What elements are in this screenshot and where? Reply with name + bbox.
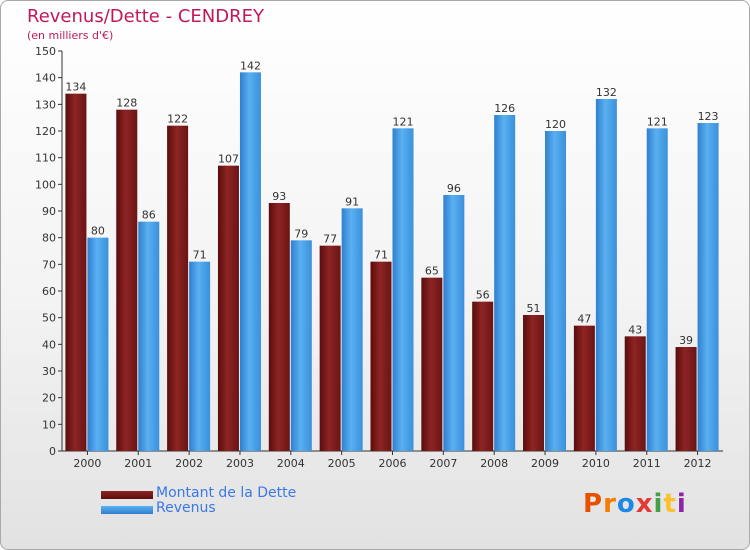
bar-dette <box>116 109 138 452</box>
data-label: 43 <box>628 323 642 336</box>
bar-dette <box>472 301 494 451</box>
logo-letter: x <box>635 489 654 519</box>
data-label: 96 <box>447 182 461 195</box>
logo-letter: o <box>616 489 636 519</box>
bar-revenus <box>87 237 109 451</box>
y-tick-label: 50 <box>42 312 56 325</box>
bar-revenus <box>545 131 567 451</box>
data-label: 65 <box>425 265 439 278</box>
proxiti-logo: Proxiti <box>583 489 687 519</box>
y-tick-label: 10 <box>42 418 56 431</box>
bar-revenus <box>239 72 261 451</box>
bar-revenus <box>494 115 516 451</box>
bar-dette <box>268 203 290 451</box>
bar-dette <box>675 347 697 451</box>
legend-label-revenus: Revenus <box>156 500 216 516</box>
data-label: 122 <box>167 113 188 126</box>
data-label: 39 <box>679 334 693 347</box>
data-label: 121 <box>393 115 414 128</box>
legend-swatch-dette <box>101 491 153 499</box>
bar-revenus <box>138 221 160 451</box>
legend-label-dette: Montant de la Dette <box>156 485 297 501</box>
logo-letter: i <box>653 489 664 519</box>
y-tick-label: 40 <box>42 338 56 351</box>
x-tick-label: 2000 <box>73 457 101 470</box>
data-label: 91 <box>345 195 359 208</box>
bar-revenus <box>646 128 668 451</box>
bar-dette <box>523 315 545 451</box>
bar-dette <box>421 277 443 451</box>
chart-title: Revenus/Dette - CENDREY <box>27 6 264 27</box>
bar-revenus <box>697 123 719 451</box>
data-label: 47 <box>577 313 591 326</box>
bar-revenus <box>443 195 465 451</box>
bar-dette <box>319 245 341 451</box>
y-tick-label: 100 <box>35 178 56 191</box>
logo-letter: r <box>603 489 617 519</box>
y-tick-label: 60 <box>42 285 56 298</box>
x-tick-label: 2003 <box>226 457 254 470</box>
y-tick-label: 20 <box>42 392 56 405</box>
bar-dette <box>217 165 239 451</box>
bar-dette <box>573 325 595 451</box>
data-label: 142 <box>240 59 261 72</box>
y-tick-label: 70 <box>42 258 56 271</box>
x-tick-label: 2001 <box>124 457 152 470</box>
data-label: 107 <box>218 153 239 166</box>
chart-subtitle: (en milliers d'€) <box>27 29 114 42</box>
data-label: 93 <box>272 190 286 203</box>
x-tick-label: 2011 <box>633 457 661 470</box>
data-label: 79 <box>294 227 308 240</box>
x-tick-label: 2010 <box>582 457 610 470</box>
logo-letter: t <box>663 489 677 519</box>
y-tick-label: 120 <box>35 125 56 138</box>
y-tick-label: 110 <box>35 152 56 165</box>
data-label: 56 <box>476 289 490 302</box>
logo-letter: P <box>583 489 604 519</box>
data-label: 126 <box>494 102 515 115</box>
bar-revenus <box>341 208 363 451</box>
legend-swatch-revenus <box>101 506 153 514</box>
data-labels: 134 80 128 86 122 71 107 142 93 79 77 91 71 121 65 96 56… <box>65 59 718 347</box>
data-label: 134 <box>65 81 86 94</box>
bar-dette <box>624 336 646 451</box>
y-tick-label: 0 <box>49 445 56 458</box>
bar-dette <box>167 125 189 452</box>
y-tick-label: 30 <box>42 365 56 378</box>
data-label: 86 <box>142 209 156 222</box>
data-label: 121 <box>647 115 668 128</box>
y-tick-label: 130 <box>35 98 56 111</box>
x-tick-label: 2004 <box>277 457 305 470</box>
data-label: 51 <box>527 302 541 315</box>
bars <box>65 72 719 452</box>
x-tick-label: 2012 <box>684 457 712 470</box>
data-label: 128 <box>116 97 137 110</box>
data-label: 80 <box>91 225 105 238</box>
x-tick-label: 2002 <box>175 457 203 470</box>
bar-revenus <box>392 128 414 451</box>
data-label: 120 <box>545 118 566 131</box>
bar-dette <box>65 93 87 452</box>
bar-revenus <box>595 99 617 451</box>
x-tick-label: 2007 <box>429 457 457 470</box>
y-tick-label: 140 <box>35 72 56 85</box>
y-tick-label: 150 <box>35 45 56 58</box>
data-label: 132 <box>596 86 617 99</box>
data-label: 77 <box>323 233 337 246</box>
data-label: 123 <box>698 110 719 123</box>
x-tick-label: 2006 <box>379 457 407 470</box>
bar-dette <box>370 261 392 451</box>
bar-revenus <box>189 261 211 451</box>
x-tick-label: 2005 <box>328 457 356 470</box>
data-label: 71 <box>193 249 207 262</box>
y-tick-label: 90 <box>42 205 56 218</box>
y-tick-label: 80 <box>42 232 56 245</box>
x-tick-label: 2008 <box>480 457 508 470</box>
x-tick-label: 2009 <box>531 457 559 470</box>
data-label: 71 <box>374 249 388 262</box>
bar-revenus <box>290 240 312 451</box>
logo-letter: i <box>676 489 687 519</box>
